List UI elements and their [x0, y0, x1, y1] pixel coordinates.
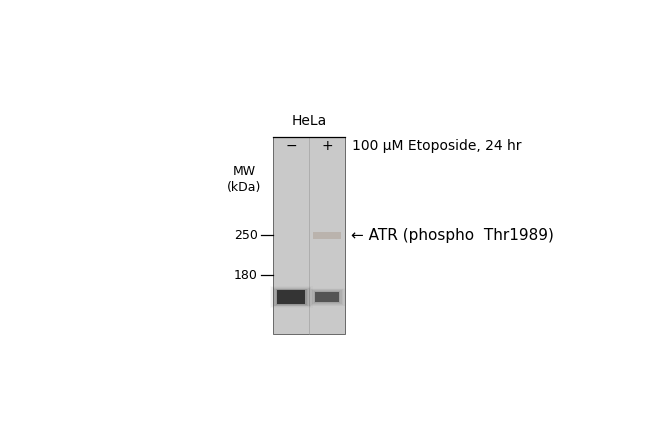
Text: +: + [321, 139, 333, 153]
Bar [270, 286, 313, 308]
Bar [309, 289, 344, 306]
Bar [313, 233, 341, 238]
Text: 100 μM Etoposide, 24 hr: 100 μM Etoposide, 24 hr [352, 139, 522, 153]
Bar [274, 137, 344, 334]
Text: −: − [285, 139, 297, 153]
Text: HeLa: HeLa [291, 114, 327, 127]
Bar [273, 288, 310, 306]
Text: ← ATR (phospho  Thr1989): ← ATR (phospho Thr1989) [351, 228, 554, 243]
Bar [314, 291, 340, 303]
Bar [271, 287, 311, 307]
Bar [315, 292, 339, 303]
Bar [278, 290, 306, 304]
Text: 250: 250 [234, 229, 258, 242]
Bar [276, 289, 307, 305]
Bar [307, 288, 346, 306]
Bar [274, 289, 308, 306]
Bar [311, 289, 343, 305]
Text: 180: 180 [234, 269, 258, 282]
Text: MW
(kDa): MW (kDa) [227, 165, 261, 194]
Bar [312, 290, 342, 304]
